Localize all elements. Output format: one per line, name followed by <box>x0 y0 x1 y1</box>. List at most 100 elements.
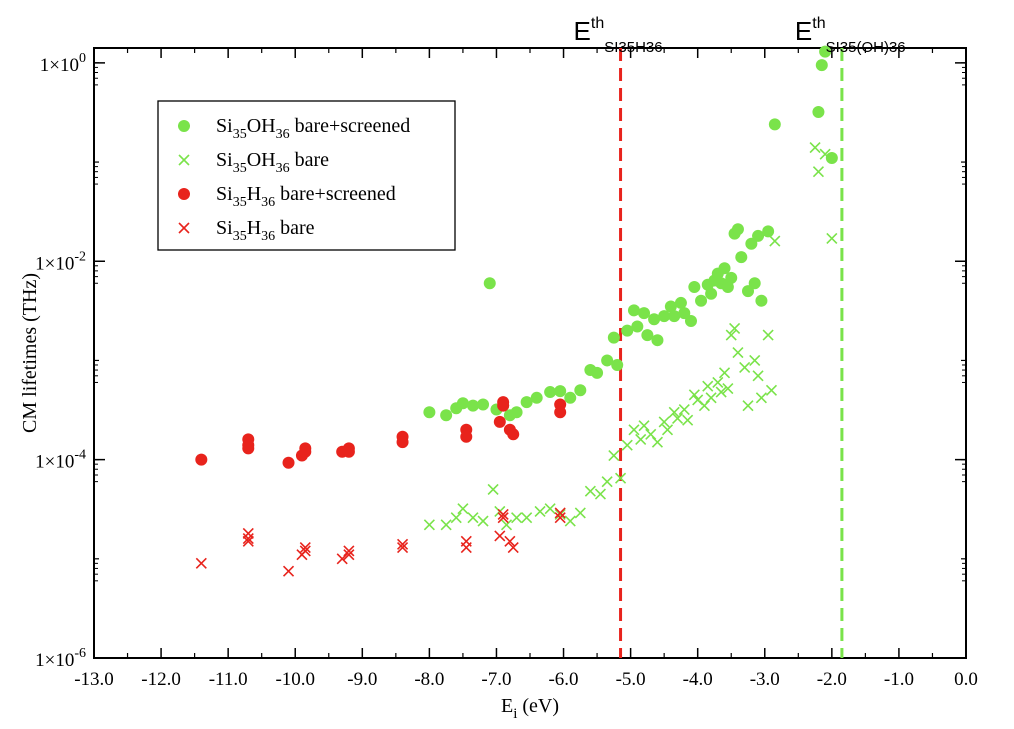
data-point-stroke <box>702 380 714 392</box>
data-point-stroke <box>564 515 576 527</box>
data-point <box>762 225 775 238</box>
data-point <box>672 412 684 425</box>
data-point <box>299 545 311 557</box>
data-point <box>664 300 677 313</box>
data-point <box>299 445 312 458</box>
data-point-stroke <box>584 485 596 497</box>
data-point <box>336 553 348 565</box>
data-point <box>396 538 409 550</box>
data-point-stroke <box>494 530 506 542</box>
data-point <box>507 428 520 441</box>
data-point <box>396 541 409 554</box>
data-point-stroke <box>242 533 254 545</box>
data-point-stroke <box>769 235 781 247</box>
data-point <box>729 322 741 335</box>
data-point <box>645 428 657 440</box>
series-3 <box>195 507 566 577</box>
legend-marker <box>178 222 190 234</box>
data-point <box>607 331 620 344</box>
data-point <box>282 565 295 577</box>
data-point <box>631 320 644 333</box>
data-point <box>698 400 710 412</box>
data-point-stroke <box>712 376 724 389</box>
data-point-stroke <box>812 166 824 178</box>
data-point <box>702 380 714 392</box>
data-point-stroke <box>742 400 754 412</box>
legend-box <box>157 100 456 251</box>
legend-label: Si35OH36 bare+screened <box>216 115 410 142</box>
x-tick-label: -8.0 <box>414 669 444 690</box>
data-point-stroke <box>487 483 499 496</box>
data-point <box>752 370 764 382</box>
data-point-stroke <box>336 553 348 565</box>
data-point <box>705 287 718 300</box>
data-point <box>678 403 690 416</box>
data-point <box>497 512 509 524</box>
data-point <box>440 519 452 531</box>
data-point-stroke <box>645 428 657 440</box>
data-point-stroke <box>651 436 664 448</box>
data-point-stroke <box>729 322 741 335</box>
data-point <box>457 503 469 515</box>
data-point-stroke <box>672 412 684 425</box>
data-point-stroke <box>678 403 690 416</box>
data-point <box>722 383 734 395</box>
data-point <box>493 415 506 428</box>
data-point <box>755 294 768 307</box>
data-point <box>819 148 831 160</box>
data-point <box>762 329 774 341</box>
data-marks <box>195 45 838 577</box>
data-point <box>752 229 765 242</box>
data-point-stroke <box>423 519 435 531</box>
data-point <box>282 456 295 469</box>
data-point-stroke <box>554 507 566 519</box>
data-point-stroke <box>755 392 767 404</box>
y-axis-label: CM lifetimes (THz) <box>19 273 41 433</box>
data-point <box>591 366 604 379</box>
data-point <box>564 515 576 527</box>
data-point <box>658 416 670 428</box>
data-point <box>242 533 254 545</box>
data-point-stroke <box>242 535 254 547</box>
data-point <box>748 277 761 290</box>
data-point-stroke <box>628 424 640 436</box>
series-2 <box>195 396 567 469</box>
data-point <box>440 409 453 422</box>
x-axis-label: Ei (eV) <box>501 695 559 722</box>
data-point-stroke <box>809 142 821 154</box>
data-point <box>511 512 523 524</box>
data-point <box>554 406 567 419</box>
data-point <box>718 262 731 275</box>
data-point-stroke <box>554 512 566 524</box>
data-point <box>635 433 647 445</box>
data-point-stroke <box>752 370 764 382</box>
data-point <box>554 385 567 398</box>
data-point <box>299 541 311 554</box>
x-tick-label: -5.0 <box>616 669 646 690</box>
data-point <box>504 535 516 547</box>
data-point-stroke <box>554 508 566 521</box>
data-point <box>765 384 778 396</box>
data-point <box>721 281 734 294</box>
data-point-stroke <box>497 508 509 521</box>
data-point <box>497 508 509 521</box>
data-point <box>342 445 355 458</box>
legend-label: Si35H36 bare <box>216 217 315 244</box>
threshold-label-1: EthSI35(OH)36 <box>795 15 906 56</box>
data-point <box>574 384 587 397</box>
data-point <box>749 354 761 367</box>
data-point-stroke <box>715 386 727 398</box>
data-point <box>500 519 513 531</box>
x-tick-label: -9.0 <box>347 669 377 690</box>
data-point <box>554 512 566 524</box>
data-point <box>466 399 479 412</box>
data-point-stroke <box>534 505 546 518</box>
data-point <box>621 439 633 451</box>
x-tick-label: -2.0 <box>817 669 847 690</box>
data-point <box>242 527 254 540</box>
data-point-stroke <box>440 519 452 531</box>
x-tick-label: -10.0 <box>275 669 315 690</box>
data-point-stroke <box>819 148 831 160</box>
data-point <box>477 515 489 527</box>
